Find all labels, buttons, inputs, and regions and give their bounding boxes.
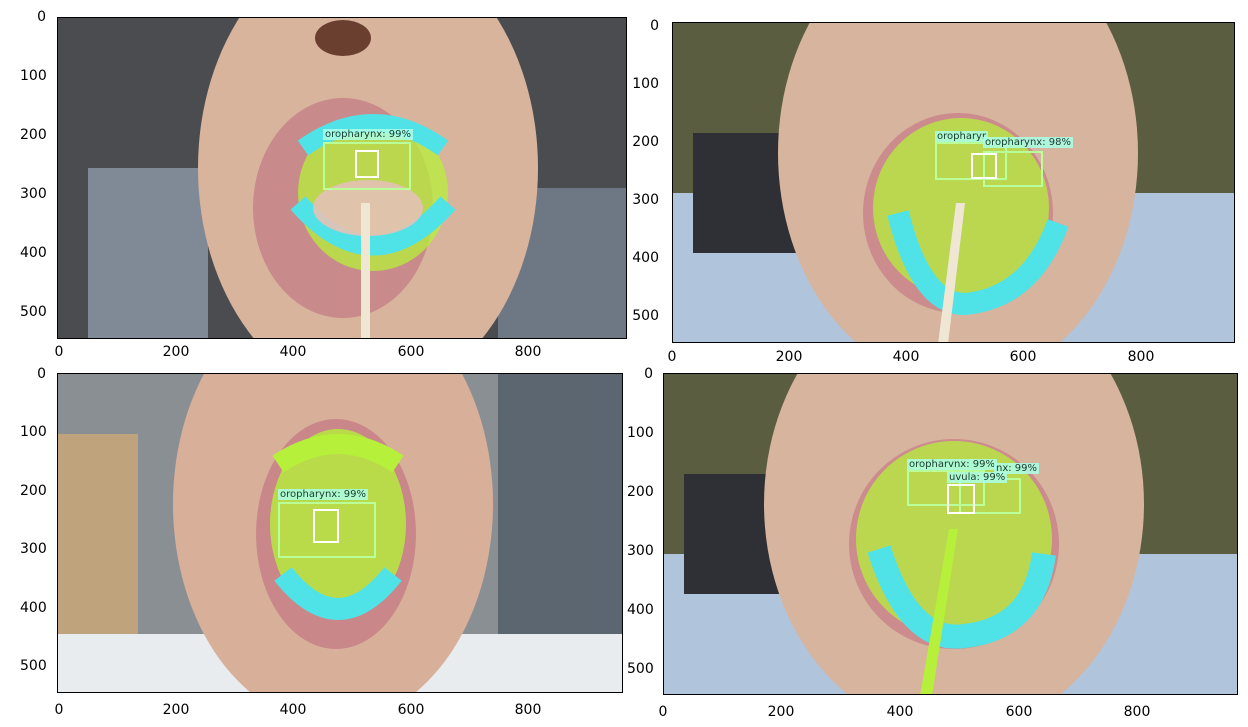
x-tick: 800 [1123, 704, 1151, 720]
detection-box-inner [313, 509, 339, 543]
x-tick: 600 [397, 344, 425, 360]
oral-cavity-photo [58, 374, 622, 692]
detection-label: oropharyr [935, 131, 989, 142]
y-tick: 300 [632, 192, 659, 208]
x-tick: 200 [767, 704, 795, 720]
detection-box [935, 142, 1007, 180]
oral-cavity-photo [664, 374, 1237, 694]
oral-cavity-photo [58, 18, 626, 338]
image-axes: oropharynx: 99% [57, 373, 623, 693]
x-tick: 800 [514, 702, 542, 718]
detection-box-inner [947, 484, 975, 514]
y-tick: 0 [37, 366, 46, 382]
x-tick: 800 [1127, 349, 1155, 365]
x-tick: 0 [658, 704, 668, 720]
x-tick: 400 [279, 344, 307, 360]
panel-bottom-left: oropharynx: 99% 0 200 400 600 800 0 100 … [0, 365, 630, 727]
detection-box [907, 470, 985, 506]
panel-top-left: oropharynx: 99% 0 200 400 600 800 0 100 … [0, 0, 630, 365]
x-tick: 600 [1005, 704, 1033, 720]
y-tick: 100 [20, 424, 47, 440]
detection-label: oropharvnx: 99% [907, 459, 998, 470]
y-tick: 300 [627, 543, 654, 559]
y-tick: 200 [20, 127, 47, 143]
y-tick: 500 [20, 304, 47, 320]
y-tick: 400 [20, 600, 47, 616]
y-tick: 500 [632, 308, 659, 324]
y-tick: 500 [627, 661, 654, 677]
panel-top-right: oropharyr oropharynx: 98% 0 200 400 600 … [625, 0, 1248, 370]
y-tick: 200 [632, 134, 659, 150]
y-tick: 100 [20, 68, 47, 84]
y-tick: 100 [627, 425, 654, 441]
x-tick: 0 [667, 349, 677, 365]
x-tick: 200 [162, 702, 190, 718]
detection-box [323, 142, 411, 190]
x-tick: 600 [1009, 349, 1037, 365]
x-tick: 400 [892, 349, 920, 365]
detection-box [278, 502, 376, 558]
y-tick: 300 [20, 541, 47, 557]
detection-label: nx: 99% [994, 463, 1040, 474]
x-tick: 400 [886, 704, 914, 720]
image-axes: oropharvnx: 99% nx: 99% uvula: 99% [663, 373, 1238, 695]
image-axes: oropharyr oropharynx: 98% [672, 22, 1235, 343]
x-tick: 0 [54, 702, 64, 718]
y-tick: 500 [20, 658, 47, 674]
detection-box [983, 151, 1043, 187]
y-tick: 200 [627, 484, 654, 500]
y-tick: 0 [37, 9, 46, 25]
detection-label: oropharynx: 99% [323, 129, 414, 140]
y-tick: 100 [632, 76, 659, 92]
y-tick: 0 [644, 366, 653, 382]
x-tick: 200 [775, 349, 803, 365]
detection-label: oropharynx: 99% [278, 489, 369, 500]
y-tick: 400 [20, 245, 47, 261]
panel-bottom-right: oropharvnx: 99% nx: 99% uvula: 99% 0 200… [625, 365, 1248, 727]
x-tick: 800 [514, 344, 542, 360]
detection-box-inner [971, 153, 997, 179]
detection-box-inner [355, 150, 379, 178]
x-tick: 600 [397, 702, 425, 718]
x-tick: 400 [279, 702, 307, 718]
x-tick: 200 [162, 344, 190, 360]
oral-cavity-photo [673, 23, 1234, 342]
y-tick: 300 [20, 186, 47, 202]
y-tick: 400 [632, 250, 659, 266]
x-tick: 0 [54, 344, 64, 360]
y-tick: 0 [650, 18, 659, 34]
detection-label: oropharynx: 98% [983, 137, 1074, 148]
y-tick: 400 [627, 602, 654, 618]
image-axes: oropharynx: 99% [57, 17, 627, 339]
y-tick: 200 [20, 483, 47, 499]
detection-label: uvula: 99% [947, 472, 1008, 483]
